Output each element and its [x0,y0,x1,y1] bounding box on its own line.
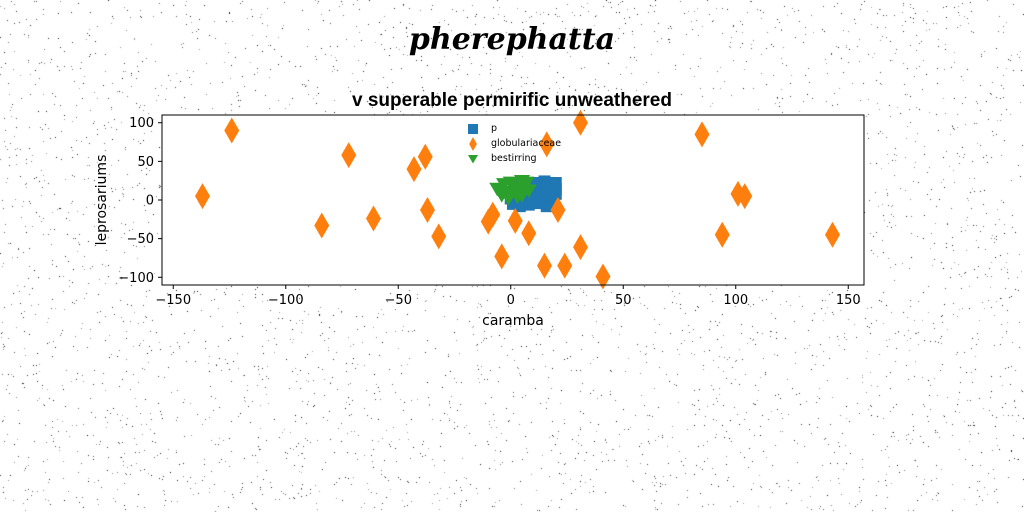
point-globulariaceae [420,197,435,224]
x-axis: −150 −100 −50 0 50 100 150 [155,285,861,308]
y-tick-label: −50 [127,232,154,247]
point-globulariaceae [521,220,537,247]
point-globulariaceae [573,234,588,261]
point-globulariaceae [737,183,753,210]
legend-label-bestirring: bestirring [491,153,537,164]
point-globulariaceae [595,263,611,290]
legend-marker-bestirring [468,155,478,164]
point-globulariaceae [195,183,210,210]
chart-title: v superable permirific unweathered [352,90,672,111]
point-globulariaceae [366,205,381,232]
point-bestirring [518,176,535,191]
point-globulariaceae [550,197,566,224]
x-tick-label: 150 [836,293,861,308]
point-globulariaceae [417,143,433,170]
point-globulariaceae [224,117,240,144]
point-globulariaceae [507,207,523,234]
x-tick-label: −150 [155,293,191,308]
point-bestirring [520,184,537,198]
y-tick-label: 100 [129,116,154,131]
page-title: pherephatta [408,22,616,57]
x-tick-label: 0 [507,293,515,308]
y-tick-label: 50 [137,155,154,170]
legend-marker-globulariaceae [469,137,477,151]
series-globulariaceae [195,109,840,290]
y-axis-label: leprosariums [94,155,110,246]
x-tick-label: −50 [385,293,412,308]
point-bestirring [500,192,517,206]
legend-marker-p [468,124,478,134]
x-tick-label: −100 [268,293,304,308]
point-p [545,190,558,203]
point-globulariaceae [341,142,357,169]
y-tick-label: −100 [118,271,154,286]
markers-layer [195,109,840,290]
point-bestirring [514,188,530,203]
x-tick-label: 100 [723,293,748,308]
point-globulariaceae [694,121,710,148]
x-tick-label: 50 [615,293,632,308]
point-globulariaceae [714,221,730,248]
x-axis-label: caramba [482,313,544,329]
point-globulariaceae [825,221,840,248]
point-globulariaceae [537,252,552,279]
point-globulariaceae [406,156,422,183]
point-globulariaceae [314,212,330,239]
y-tick-label: 0 [146,194,154,209]
legend-label-p: p [491,123,497,134]
legend: p globulariaceae bestirring [468,123,561,164]
point-globulariaceae [494,243,510,270]
point-globulariaceae [573,109,588,136]
series-bestirring [489,175,537,206]
point-globulariaceae [539,131,555,158]
y-axis: −100 −50 0 50 100 [118,116,162,286]
point-globulariaceae [431,223,447,250]
legend-label-globulariaceae: globulariaceae [491,138,561,149]
point-globulariaceae [557,252,573,279]
point-globulariaceae [485,201,501,228]
